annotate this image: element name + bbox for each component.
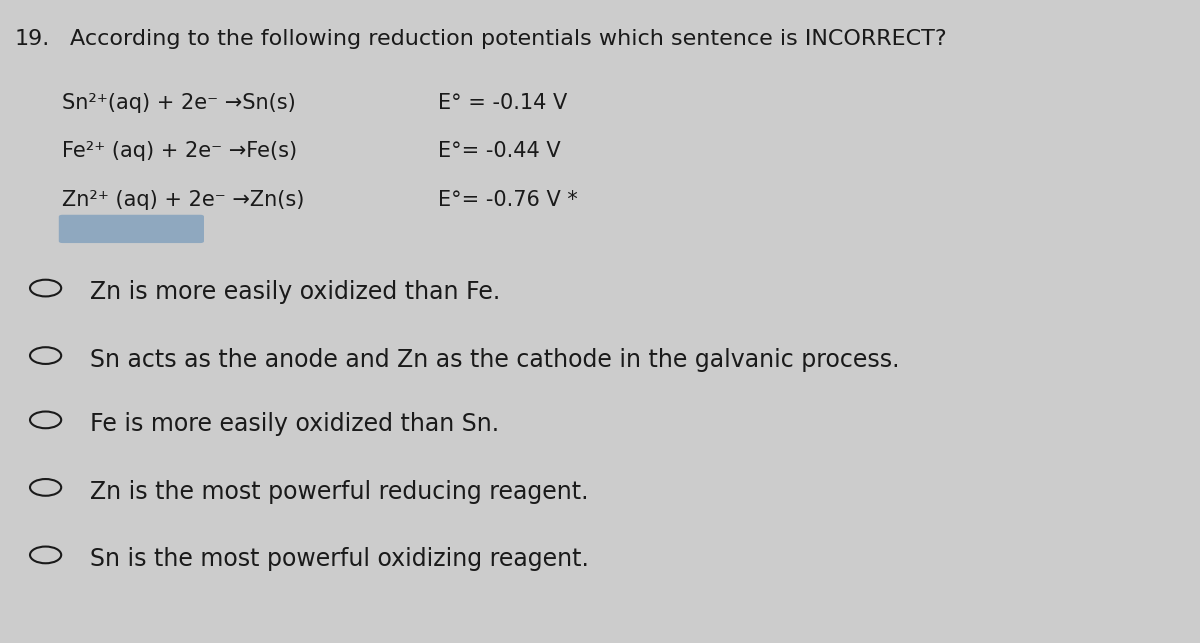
Text: Sn²⁺(aq) + 2e⁻ →Sn(s): Sn²⁺(aq) + 2e⁻ →Sn(s) (62, 93, 296, 113)
Text: Zn is the most powerful reducing reagent.: Zn is the most powerful reducing reagent… (90, 480, 588, 503)
Text: Zn is more easily oxidized than Fe.: Zn is more easily oxidized than Fe. (90, 280, 500, 304)
Text: E° = -0.14 V: E° = -0.14 V (438, 93, 568, 113)
Text: Fe²⁺ (aq) + 2e⁻ →Fe(s): Fe²⁺ (aq) + 2e⁻ →Fe(s) (62, 141, 298, 161)
Text: Zn²⁺ (aq) + 2e⁻ →Zn(s): Zn²⁺ (aq) + 2e⁻ →Zn(s) (62, 190, 305, 210)
Text: E°= -0.76 V *: E°= -0.76 V * (438, 190, 577, 210)
Text: 19.: 19. (14, 29, 49, 49)
Text: E°= -0.44 V: E°= -0.44 V (438, 141, 560, 161)
Text: Fe is more easily oxidized than Sn.: Fe is more easily oxidized than Sn. (90, 412, 499, 436)
Text: According to the following reduction potentials which sentence is INCORRECT?: According to the following reduction pot… (70, 29, 947, 49)
FancyBboxPatch shape (59, 215, 204, 243)
Text: Sn acts as the anode and Zn as the cathode in the galvanic process.: Sn acts as the anode and Zn as the catho… (90, 348, 900, 372)
Text: Sn is the most powerful oxidizing reagent.: Sn is the most powerful oxidizing reagen… (90, 547, 589, 571)
